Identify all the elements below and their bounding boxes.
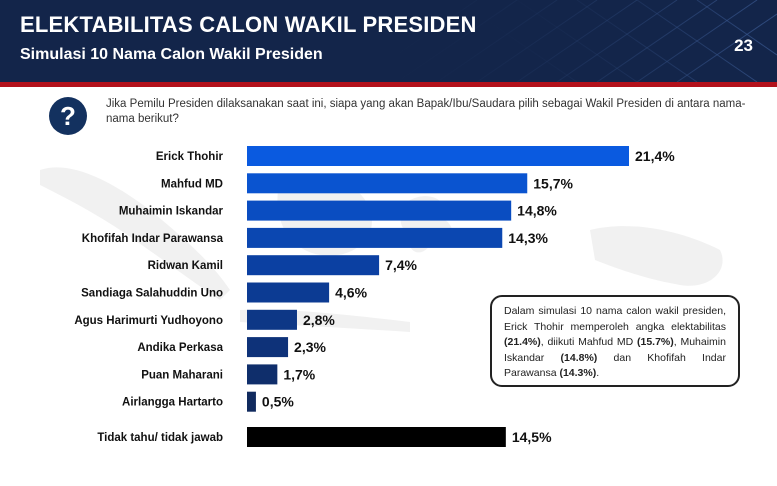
note-bold-3: (14.8%) [560, 351, 598, 364]
category-label: Tidak tahu/ tidak jawab [97, 432, 223, 444]
note-bold-1: (21.4%) [504, 336, 541, 348]
value-label: 14,8% [517, 203, 557, 219]
page-title: ELEKTABILITAS CALON WAKIL PRESIDEN [20, 12, 477, 37]
bar-sandiaga-salahuddin-uno [247, 282, 330, 303]
bar-andika-perkasa [247, 337, 289, 358]
value-label: 0,5% [262, 394, 294, 410]
bar-agus-harimurti-yudhoyono [247, 309, 297, 330]
header-divider [0, 82, 777, 87]
category-label: Sandiaga Salahuddin Uno [81, 288, 223, 300]
category-label: Airlangga Hartarto [122, 397, 223, 409]
survey-question: Jika Pemilu Presiden dilaksanakan saat i… [106, 98, 746, 125]
bar-puan-maharani [247, 364, 278, 385]
bar-muhaimin-iskandar [247, 200, 512, 221]
bar-khofifah-indar-parawansa [247, 227, 503, 248]
bar-tidak-tahu-tidak-jawab [247, 427, 506, 447]
value-label: 15,7% [533, 175, 573, 191]
note-text-2: , diikuti Mahfud MD [540, 336, 637, 348]
value-label: 21,4% [635, 148, 675, 164]
value-label: 14,5% [512, 429, 552, 445]
bar-airlangga-hartarto [247, 391, 256, 412]
category-label: Muhaimin Iskandar [119, 206, 224, 218]
page-subtitle: Simulasi 10 Nama Calon Wakil Presiden [20, 46, 323, 63]
value-label: 2,3% [294, 339, 326, 355]
category-label: Mahfud MD [161, 178, 223, 190]
question-mark-icon: ? [49, 97, 87, 135]
value-label: 1,7% [283, 366, 315, 382]
category-label: Andika Perkasa [137, 342, 223, 354]
value-label: 4,6% [335, 285, 367, 301]
category-label: Khofifah Indar Parawansa [82, 233, 224, 245]
value-label: 7,4% [385, 257, 417, 273]
value-label: 2,8% [303, 312, 335, 328]
header-pattern [357, 0, 777, 82]
bar-ridwan-kamil [247, 255, 380, 276]
value-label: 14,3% [508, 230, 548, 246]
header-banner: ELEKTABILITAS CALON WAKIL PRESIDEN Simul… [0, 0, 777, 82]
note-bold-4: (14.3%) [559, 367, 597, 379]
page-number: 23 [734, 36, 753, 55]
bar-erick-thohir [247, 146, 629, 166]
note-text-1: Dalam simulasi 10 nama calon wakil presi… [504, 305, 726, 333]
category-label: Ridwan Kamil [148, 260, 223, 272]
category-label: Puan Maharani [141, 369, 223, 381]
note-text-4: dan Khofifah Indar Parawansa [504, 351, 726, 380]
note-bold-2: (15.7%) [637, 336, 674, 348]
note-text-5: . [596, 367, 600, 379]
category-label: Erick Thohir [156, 151, 224, 163]
bar-mahfud-md [247, 173, 528, 194]
note-text-3: , Muhaimin Iskandar [504, 336, 726, 364]
category-label: Agus Harimurti Yudhoyono [74, 315, 223, 327]
summary-note: Dalam simulasi 10 nama calon wakil presi… [490, 295, 740, 387]
